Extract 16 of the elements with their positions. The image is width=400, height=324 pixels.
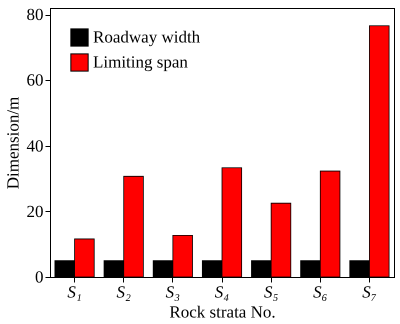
- x-axis-title: Rock strata No.: [169, 302, 276, 322]
- y-tick-label: 80: [26, 5, 44, 24]
- x-tick-label: S₁: [67, 282, 82, 302]
- y-tick-label: 40: [26, 136, 44, 156]
- y-tick-label: 20: [26, 202, 44, 221]
- x-tick-label: S₆: [313, 282, 328, 302]
- x-tick-label: S₄: [214, 282, 230, 302]
- x-tick-label: S₇: [362, 282, 377, 302]
- x-tick-label: S₂: [116, 282, 132, 302]
- y-tick-label: 0: [35, 268, 44, 286]
- y-axis-title: Dimension/m: [4, 96, 22, 190]
- legend-label: Roadway width: [93, 28, 201, 46]
- y-tick-label: 60: [26, 70, 44, 90]
- x-tick-label: S₃: [166, 282, 180, 302]
- legend-label: Limiting span: [93, 52, 188, 72]
- x-tick-label: S₅: [264, 282, 278, 302]
